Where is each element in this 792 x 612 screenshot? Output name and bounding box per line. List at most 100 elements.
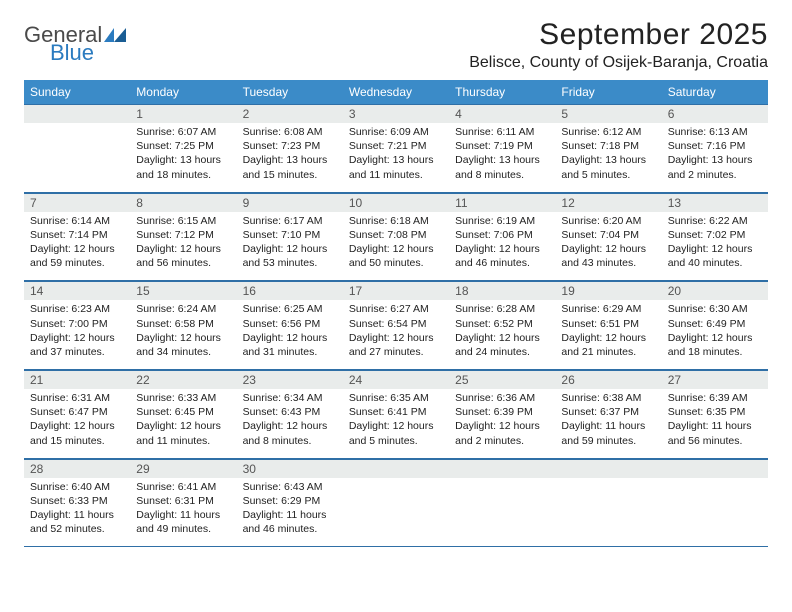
daynum-row: 282930 (24, 459, 768, 478)
daynum-cell: 20 (662, 282, 768, 300)
daynum-cell: 23 (237, 371, 343, 389)
day-cell: Sunrise: 6:43 AMSunset: 6:29 PMDaylight:… (237, 478, 343, 547)
daylight-line: Daylight: 12 hours and 21 minutes. (561, 331, 655, 359)
sunset-line: Sunset: 7:19 PM (455, 139, 549, 153)
daylight-line: Daylight: 12 hours and 11 minutes. (136, 419, 230, 447)
sunrise-line: Sunrise: 6:35 AM (349, 391, 443, 405)
day-of-week-header: Sunday Monday Tuesday Wednesday Thursday… (24, 80, 768, 104)
daynum-cell: 4 (449, 105, 555, 123)
sunrise-line: Sunrise: 6:18 AM (349, 214, 443, 228)
day-cell (343, 478, 449, 547)
sunset-line: Sunset: 6:37 PM (561, 405, 655, 419)
sunrise-line: Sunrise: 6:43 AM (243, 480, 337, 494)
day-cell: Sunrise: 6:36 AMSunset: 6:39 PMDaylight:… (449, 389, 555, 458)
daylight-line: Daylight: 12 hours and 56 minutes. (136, 242, 230, 270)
daynum-cell: 13 (662, 194, 768, 212)
day-cell: Sunrise: 6:39 AMSunset: 6:35 PMDaylight:… (662, 389, 768, 458)
daynum-cell (449, 460, 555, 478)
sunset-line: Sunset: 7:18 PM (561, 139, 655, 153)
daynum-cell (343, 460, 449, 478)
day-cell: Sunrise: 6:33 AMSunset: 6:45 PMDaylight:… (130, 389, 236, 458)
daynum-cell: 11 (449, 194, 555, 212)
day-cell: Sunrise: 6:38 AMSunset: 6:37 PMDaylight:… (555, 389, 661, 458)
daynum-cell: 24 (343, 371, 449, 389)
day-cell: Sunrise: 6:19 AMSunset: 7:06 PMDaylight:… (449, 212, 555, 281)
daynum-cell: 2 (237, 105, 343, 123)
logo-mark-icon (104, 28, 126, 42)
daynum-cell (24, 105, 130, 123)
sunrise-line: Sunrise: 6:31 AM (30, 391, 124, 405)
daynum-cell: 22 (130, 371, 236, 389)
sunrise-line: Sunrise: 6:20 AM (561, 214, 655, 228)
sunset-line: Sunset: 7:02 PM (668, 228, 762, 242)
sunset-line: Sunset: 6:33 PM (30, 494, 124, 508)
daylight-line: Daylight: 13 hours and 15 minutes. (243, 153, 337, 181)
daylight-line: Daylight: 11 hours and 52 minutes. (30, 508, 124, 536)
dow-wednesday: Wednesday (343, 80, 449, 104)
week-body-row: Sunrise: 6:40 AMSunset: 6:33 PMDaylight:… (24, 478, 768, 548)
day-cell: Sunrise: 6:14 AMSunset: 7:14 PMDaylight:… (24, 212, 130, 281)
daylight-line: Daylight: 13 hours and 11 minutes. (349, 153, 443, 181)
sunset-line: Sunset: 7:21 PM (349, 139, 443, 153)
sunrise-line: Sunrise: 6:27 AM (349, 302, 443, 316)
sunset-line: Sunset: 6:29 PM (243, 494, 337, 508)
daylight-line: Daylight: 12 hours and 53 minutes. (243, 242, 337, 270)
daynum-cell: 5 (555, 105, 661, 123)
daylight-line: Daylight: 12 hours and 50 minutes. (349, 242, 443, 270)
sunset-line: Sunset: 7:14 PM (30, 228, 124, 242)
calendar: Sunday Monday Tuesday Wednesday Thursday… (24, 80, 768, 547)
header: General Blue September 2025 Belisce, Cou… (24, 18, 768, 72)
daynum-cell: 8 (130, 194, 236, 212)
weeks-container: 123456Sunrise: 6:07 AMSunset: 7:25 PMDay… (24, 104, 768, 547)
dow-friday: Friday (555, 80, 661, 104)
sunrise-line: Sunrise: 6:14 AM (30, 214, 124, 228)
sunset-line: Sunset: 6:35 PM (668, 405, 762, 419)
logo: General Blue (24, 18, 126, 64)
day-cell: Sunrise: 6:07 AMSunset: 7:25 PMDaylight:… (130, 123, 236, 192)
daynum-cell: 14 (24, 282, 130, 300)
sunset-line: Sunset: 6:49 PM (668, 317, 762, 331)
day-cell: Sunrise: 6:24 AMSunset: 6:58 PMDaylight:… (130, 300, 236, 369)
daynum-cell: 25 (449, 371, 555, 389)
daynum-cell: 16 (237, 282, 343, 300)
sunrise-line: Sunrise: 6:19 AM (455, 214, 549, 228)
sunset-line: Sunset: 6:41 PM (349, 405, 443, 419)
sunrise-line: Sunrise: 6:25 AM (243, 302, 337, 316)
day-cell: Sunrise: 6:11 AMSunset: 7:19 PMDaylight:… (449, 123, 555, 192)
day-cell: Sunrise: 6:22 AMSunset: 7:02 PMDaylight:… (662, 212, 768, 281)
sunset-line: Sunset: 7:06 PM (455, 228, 549, 242)
dow-thursday: Thursday (449, 80, 555, 104)
sunset-line: Sunset: 7:12 PM (136, 228, 230, 242)
sunset-line: Sunset: 7:25 PM (136, 139, 230, 153)
sunrise-line: Sunrise: 6:40 AM (30, 480, 124, 494)
daylight-line: Daylight: 12 hours and 40 minutes. (668, 242, 762, 270)
daynum-cell: 21 (24, 371, 130, 389)
daynum-row: 21222324252627 (24, 370, 768, 389)
day-cell: Sunrise: 6:28 AMSunset: 6:52 PMDaylight:… (449, 300, 555, 369)
daynum-cell: 29 (130, 460, 236, 478)
sunrise-line: Sunrise: 6:36 AM (455, 391, 549, 405)
sunrise-line: Sunrise: 6:29 AM (561, 302, 655, 316)
daylight-line: Daylight: 11 hours and 49 minutes. (136, 508, 230, 536)
day-cell: Sunrise: 6:17 AMSunset: 7:10 PMDaylight:… (237, 212, 343, 281)
dow-sunday: Sunday (24, 80, 130, 104)
week-body-row: Sunrise: 6:07 AMSunset: 7:25 PMDaylight:… (24, 123, 768, 193)
sunset-line: Sunset: 6:51 PM (561, 317, 655, 331)
day-cell: Sunrise: 6:34 AMSunset: 6:43 PMDaylight:… (237, 389, 343, 458)
sunset-line: Sunset: 7:08 PM (349, 228, 443, 242)
daynum-cell: 19 (555, 282, 661, 300)
sunset-line: Sunset: 6:52 PM (455, 317, 549, 331)
daynum-cell: 26 (555, 371, 661, 389)
daynum-cell: 15 (130, 282, 236, 300)
daylight-line: Daylight: 11 hours and 59 minutes. (561, 419, 655, 447)
daynum-cell: 10 (343, 194, 449, 212)
daylight-line: Daylight: 12 hours and 18 minutes. (668, 331, 762, 359)
day-cell: Sunrise: 6:35 AMSunset: 6:41 PMDaylight:… (343, 389, 449, 458)
daynum-cell: 6 (662, 105, 768, 123)
daynum-cell: 12 (555, 194, 661, 212)
sunrise-line: Sunrise: 6:11 AM (455, 125, 549, 139)
sunrise-line: Sunrise: 6:34 AM (243, 391, 337, 405)
sunrise-line: Sunrise: 6:38 AM (561, 391, 655, 405)
daylight-line: Daylight: 12 hours and 59 minutes. (30, 242, 124, 270)
sunrise-line: Sunrise: 6:15 AM (136, 214, 230, 228)
